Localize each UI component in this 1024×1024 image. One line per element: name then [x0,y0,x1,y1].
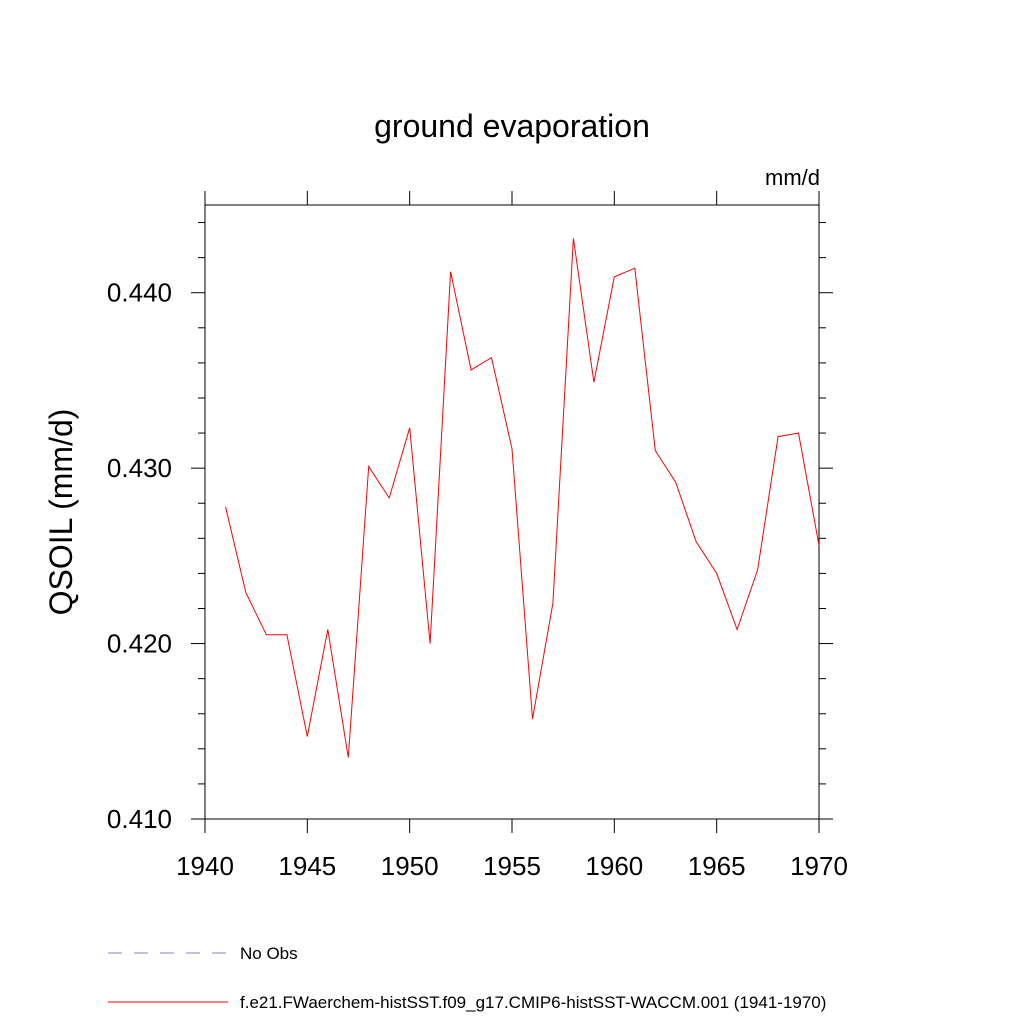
x-tick-label: 1940 [176,851,234,881]
legend: No Obs f.e21.FWaerchem-histSST.f09_g17.C… [108,944,826,1012]
x-tick-label: 1955 [483,851,541,881]
x-tick-label: 1945 [278,851,336,881]
tick-labels: 1940 1945 1950 1955 1960 1965 1970 0.410 0.420 0.… [107,278,848,881]
y-axis-label: QSOIL (mm/d) [43,409,79,616]
tick-marks [191,191,833,833]
legend-label-no-obs: No Obs [240,944,298,963]
units-label: mm/d [765,165,820,190]
y-tick-label: 0.440 [107,278,172,308]
x-tick-label: 1970 [790,851,848,881]
y-tick-label: 0.420 [107,629,172,659]
x-tick-label: 1960 [585,851,643,881]
axes [204,204,820,820]
chart-title: ground evaporation [374,108,650,144]
series-line-model [225,238,820,758]
y-tick-label: 0.430 [107,453,172,483]
legend-label-model: f.e21.FWaerchem-histSST.f09_g17.CMIP6-hi… [240,993,826,1012]
x-tick-label: 1965 [688,851,746,881]
y-tick-label: 0.410 [107,804,172,834]
series [225,238,820,758]
plot-frame [204,204,820,820]
x-tick-label: 1950 [381,851,439,881]
